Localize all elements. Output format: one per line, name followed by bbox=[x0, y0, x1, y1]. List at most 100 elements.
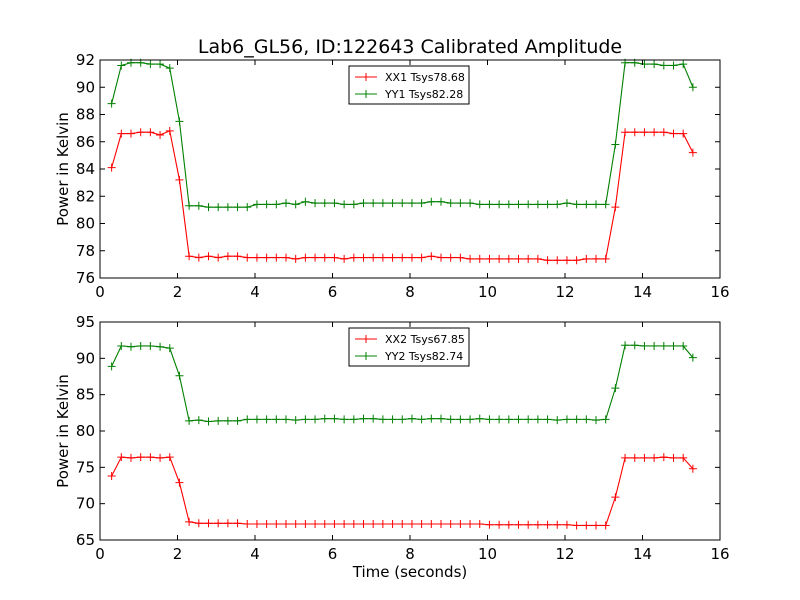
data-point bbox=[262, 200, 271, 209]
data-point bbox=[233, 416, 242, 425]
x-tick-label: 16 bbox=[710, 545, 729, 563]
data-point bbox=[485, 520, 494, 529]
data-point bbox=[233, 519, 242, 528]
data-point bbox=[475, 200, 484, 209]
data-point bbox=[485, 200, 494, 209]
data-point bbox=[107, 362, 116, 371]
data-point bbox=[156, 60, 165, 69]
data-point bbox=[650, 453, 659, 462]
data-point bbox=[291, 520, 300, 529]
data-point bbox=[127, 129, 135, 138]
data-point bbox=[136, 341, 145, 350]
y-tick-label: 84 bbox=[76, 160, 95, 178]
data-point bbox=[630, 128, 639, 137]
data-point bbox=[582, 521, 591, 530]
x-tick-label: 6 bbox=[328, 545, 338, 563]
data-point bbox=[553, 416, 562, 425]
y-axis-label: Power in Kelvin bbox=[54, 374, 72, 488]
data-point bbox=[311, 520, 320, 529]
x-tick-label: 2 bbox=[173, 545, 183, 563]
data-point bbox=[369, 414, 378, 423]
data-point bbox=[562, 520, 571, 529]
x-tick-label: 0 bbox=[95, 545, 105, 563]
data-point bbox=[592, 254, 600, 263]
data-point bbox=[524, 200, 533, 209]
data-point bbox=[659, 453, 668, 462]
data-point bbox=[194, 253, 203, 262]
data-point bbox=[320, 253, 329, 262]
data-point bbox=[553, 520, 562, 529]
data-point bbox=[592, 200, 600, 209]
data-point bbox=[349, 415, 358, 424]
bottom-subplot: 0 2 4 6 8 10 12 14 16 65 70 75 80 85 90 95 Power in Kelv… bbox=[54, 313, 730, 581]
data-point bbox=[553, 200, 562, 209]
data-point bbox=[165, 64, 174, 73]
data-point bbox=[185, 252, 194, 261]
data-point bbox=[417, 520, 426, 529]
data-point bbox=[669, 453, 678, 462]
data-point bbox=[466, 415, 475, 424]
data-point bbox=[601, 200, 610, 209]
data-point bbox=[311, 199, 320, 208]
data-point bbox=[650, 128, 659, 137]
data-point bbox=[679, 60, 688, 69]
data-point bbox=[485, 254, 494, 263]
x-tick-label: 4 bbox=[250, 283, 260, 301]
data-point bbox=[533, 200, 542, 209]
data-point bbox=[688, 148, 697, 157]
data-point bbox=[582, 254, 591, 263]
y-tick-label: 90 bbox=[76, 349, 95, 367]
data-point bbox=[640, 128, 649, 137]
data-point bbox=[621, 128, 630, 137]
legend-marker bbox=[362, 335, 370, 343]
legend-marker bbox=[362, 73, 370, 81]
y-tick-label: 92 bbox=[76, 51, 95, 69]
data-point bbox=[446, 415, 455, 424]
data-point bbox=[252, 200, 261, 209]
data-point bbox=[543, 415, 552, 424]
data-point bbox=[156, 342, 165, 351]
x-tick-label: 8 bbox=[405, 283, 415, 301]
top-subplot: 0 2 4 6 8 10 12 14 16 76 78 80 82 84 86 88 90 92 Power in … bbox=[54, 51, 730, 301]
data-point bbox=[456, 415, 465, 424]
data-point bbox=[330, 253, 339, 262]
data-point bbox=[107, 163, 116, 172]
x-tick-label: 0 bbox=[95, 283, 105, 301]
data-point bbox=[388, 253, 397, 262]
data-point bbox=[243, 203, 252, 212]
data-point bbox=[582, 415, 591, 424]
data-point bbox=[320, 414, 329, 423]
data-point bbox=[117, 453, 126, 462]
data-point bbox=[630, 341, 639, 350]
data-point bbox=[407, 253, 416, 262]
data-point bbox=[117, 61, 126, 70]
data-point bbox=[117, 341, 126, 350]
x-tick-label: 2 bbox=[173, 283, 183, 301]
data-point bbox=[398, 520, 407, 529]
data-point bbox=[252, 520, 261, 529]
data-point bbox=[407, 199, 416, 208]
y-tick-label: 70 bbox=[76, 495, 95, 513]
data-point bbox=[543, 520, 552, 529]
data-point bbox=[349, 253, 358, 262]
data-point bbox=[446, 199, 455, 208]
legend-label: YY2 Tsys82.74 bbox=[384, 350, 463, 363]
data-point bbox=[504, 520, 513, 529]
data-point bbox=[495, 415, 504, 424]
legend-marker bbox=[362, 90, 370, 98]
data-point bbox=[437, 414, 445, 423]
data-point bbox=[146, 128, 155, 137]
data-point bbox=[601, 415, 610, 424]
data-point bbox=[495, 254, 504, 263]
data-point bbox=[330, 199, 339, 208]
data-point bbox=[252, 253, 261, 262]
data-point bbox=[679, 453, 688, 462]
data-point bbox=[301, 520, 310, 529]
data-point bbox=[601, 521, 610, 530]
data-point bbox=[456, 253, 465, 262]
x-tick-label: 12 bbox=[555, 545, 574, 563]
data-point bbox=[165, 344, 174, 353]
data-point bbox=[262, 520, 271, 529]
data-point bbox=[514, 200, 523, 209]
data-point bbox=[611, 384, 620, 393]
